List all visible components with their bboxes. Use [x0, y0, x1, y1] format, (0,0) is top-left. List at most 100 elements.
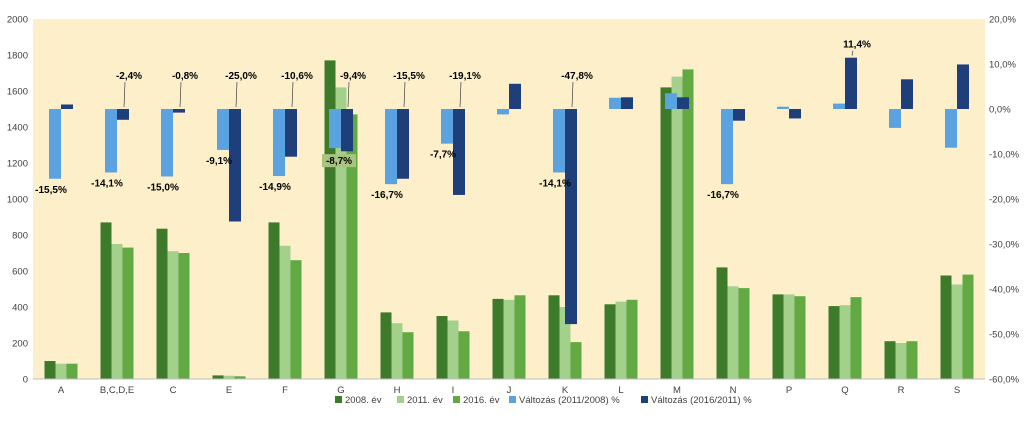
change-bar-2016-2011-7 — [453, 109, 465, 195]
bar-2016-16 — [962, 274, 974, 379]
data-label: -10,6% — [281, 71, 313, 82]
data-label-leader — [179, 81, 182, 108]
left-axis-tick-label: 600 — [12, 267, 28, 278]
data-label: -15,5% — [35, 185, 67, 196]
right-axis-tick-label: -10,0% — [989, 150, 1020, 161]
bar-2011-2 — [167, 251, 179, 379]
x-axis-tick-label: N — [730, 385, 737, 396]
change-bar-2016-2011-14 — [845, 57, 857, 109]
change-bar-2016-2011-16 — [957, 64, 969, 109]
change-bar-2016-2011-9 — [565, 109, 577, 325]
legend-swatch — [397, 396, 404, 403]
bar-2011-3 — [223, 375, 235, 379]
bar-2008-6 — [380, 312, 392, 379]
bar-2011-5 — [335, 87, 347, 380]
data-label-highlight — [322, 154, 356, 168]
bar-2016-9 — [570, 342, 582, 379]
data-label-leader — [459, 81, 462, 108]
data-label: -16,7% — [371, 190, 403, 201]
data-label: -47,8% — [561, 71, 593, 82]
right-axis-tick-label: 10,0% — [989, 60, 1016, 71]
change-bar-2016-2011-2 — [173, 109, 185, 113]
x-axis-tick-label: C — [170, 385, 177, 396]
data-label: -14,1% — [91, 178, 123, 189]
legend-swatch — [509, 396, 516, 403]
x-axis-tick-label: L — [618, 385, 623, 396]
bar-2008-2 — [156, 228, 168, 379]
bar-2008-16 — [940, 275, 952, 379]
data-label: -2,4% — [116, 71, 142, 82]
change-bar-2016-2011-1 — [117, 109, 129, 120]
change-bar-2016-2011-3 — [229, 109, 241, 222]
change-bar-2011-2008-5 — [329, 109, 341, 149]
left-axis-tick-label: 1600 — [7, 87, 28, 98]
data-label-leader — [235, 81, 238, 108]
data-label-leader — [571, 81, 574, 108]
change-bar-2016-2011-8 — [509, 83, 521, 109]
change-bar-2011-2008-6 — [385, 109, 397, 185]
bar-2011-12 — [727, 286, 739, 379]
bar-2008-0 — [44, 361, 56, 379]
bar-2016-8 — [514, 295, 526, 379]
bar-2011-15 — [895, 343, 907, 379]
data-label: -16,7% — [707, 190, 739, 201]
right-axis-tick-label: 20,0% — [989, 15, 1016, 26]
bar-2016-0 — [66, 363, 78, 379]
data-label: -7,7% — [430, 150, 456, 161]
change-bar-2016-2011-10 — [621, 97, 633, 109]
bar-2011-8 — [503, 299, 515, 379]
bar-2008-9 — [548, 295, 560, 379]
x-axis-tick-label: E — [226, 385, 232, 396]
bar-2008-1 — [100, 222, 112, 379]
bar-2011-0 — [55, 363, 67, 379]
bar-2008-5 — [324, 60, 336, 380]
axes-layer: 0 200 400 600 800 1000 1200 1400 1600 1800 2000 -60… — [7, 15, 1020, 397]
legend-swatch — [453, 396, 460, 403]
bar-2011-6 — [391, 323, 403, 379]
bar-2016-3 — [234, 376, 246, 379]
data-label: -14,9% — [259, 182, 291, 193]
bar-2008-7 — [436, 316, 448, 379]
bar-2016-2 — [178, 253, 190, 379]
legend-label: 2008. év — [345, 395, 382, 406]
left-axis-tick-label: 1000 — [7, 195, 28, 206]
change-bar-2011-2008-16 — [945, 109, 957, 148]
x-axis-tick-label: A — [58, 385, 65, 396]
bar-2008-8 — [492, 298, 504, 379]
data-label-leader — [291, 81, 294, 108]
bar-2008-11 — [660, 87, 672, 380]
x-axis-tick-label: I — [452, 385, 455, 396]
right-axis-tick-label: -30,0% — [989, 240, 1020, 251]
data-labels-layer: -15,5% -14,1% -2,4% -15,0% -0,8% -9,1% -25,0% -… — [35, 40, 871, 201]
bar-2016-10 — [626, 299, 638, 379]
bar-2016-1 — [122, 247, 134, 379]
change-bar-2016-2011-6 — [397, 109, 409, 179]
bar-2016-12 — [738, 288, 750, 379]
bar-2016-6 — [402, 332, 414, 379]
bar-2008-13 — [772, 294, 784, 379]
bar-2008-14 — [828, 306, 840, 379]
data-label-leader — [123, 81, 126, 108]
bar-2011-11 — [671, 76, 683, 379]
x-axis-tick-label: K — [562, 385, 569, 396]
change-bar-2016-2011-15 — [901, 79, 913, 109]
change-bar-2011-2008-14 — [833, 103, 845, 109]
bar-2016-5 — [346, 114, 358, 380]
change-bar-2016-2011-5 — [341, 109, 353, 152]
x-axis-tick-label: Q — [841, 385, 848, 396]
left-axis-tick-label: 1200 — [7, 159, 28, 170]
change-bar-2011-2008-0 — [49, 109, 61, 179]
bar-2016-13 — [794, 296, 806, 379]
data-label-leader — [403, 81, 406, 108]
data-label: -9,1% — [206, 156, 232, 167]
right-axis-tick-label: -20,0% — [989, 195, 1020, 206]
bars-layer — [44, 60, 974, 380]
x-axis-tick-label: G — [337, 385, 344, 396]
data-label-leader — [347, 81, 350, 108]
change-bar-2016-2011-13 — [789, 109, 801, 119]
bar-2008-15 — [884, 341, 896, 379]
bar-2008-10 — [604, 304, 616, 379]
change-bar-2011-2008-15 — [889, 109, 901, 128]
change-bar-2011-2008-4 — [273, 109, 285, 177]
right-axis-tick-label: 0,0% — [989, 105, 1011, 116]
